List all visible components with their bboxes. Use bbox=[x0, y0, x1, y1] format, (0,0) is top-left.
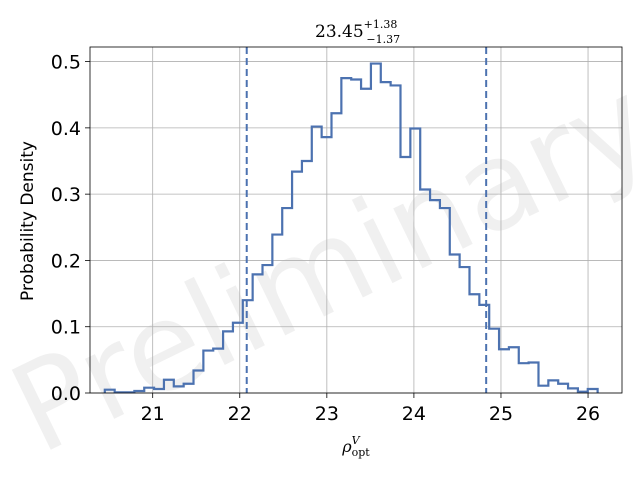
plot-frame bbox=[89, 46, 623, 394]
x-tick-label: 21 bbox=[141, 403, 165, 425]
y-tick-label: 0.3 bbox=[51, 184, 81, 206]
chart-title-sub: −1.37 bbox=[366, 33, 400, 46]
y-axis-label: Probability Density bbox=[18, 141, 38, 301]
x-axis-label-sup: V bbox=[352, 434, 361, 447]
x-tick-label: 22 bbox=[228, 403, 252, 425]
histogram-step-line bbox=[103, 62, 599, 394]
chart-title-base: 23.45 bbox=[315, 22, 364, 42]
grid-lines bbox=[90, 47, 622, 394]
y-axis-ticks: 0.0 0.1 0.2 0.3 0.4 0.5 bbox=[51, 52, 90, 405]
y-tick-label: 0.2 bbox=[51, 250, 81, 272]
y-tick-label: 0.4 bbox=[51, 118, 81, 140]
y-tick-label: 0.0 bbox=[51, 383, 81, 405]
y-tick-label: 0.5 bbox=[51, 52, 81, 74]
y-tick-label: 0.1 bbox=[51, 317, 81, 339]
x-axis-ticks: 21 22 23 24 25 26 bbox=[141, 393, 600, 425]
x-tick-label: 25 bbox=[489, 403, 513, 425]
x-tick-label: 26 bbox=[576, 403, 600, 425]
x-tick-label: 23 bbox=[315, 403, 339, 425]
x-tick-label: 24 bbox=[402, 403, 426, 425]
chart-title: 23.45+1.38 −1.37 bbox=[315, 18, 400, 46]
plot-area bbox=[89, 46, 623, 394]
x-axis-label: ρV opt bbox=[341, 434, 370, 459]
chart-title-sup: +1.38 bbox=[364, 18, 398, 31]
x-axis-label-sub: opt bbox=[352, 446, 371, 459]
x-axis-label-base: ρ bbox=[341, 437, 352, 456]
